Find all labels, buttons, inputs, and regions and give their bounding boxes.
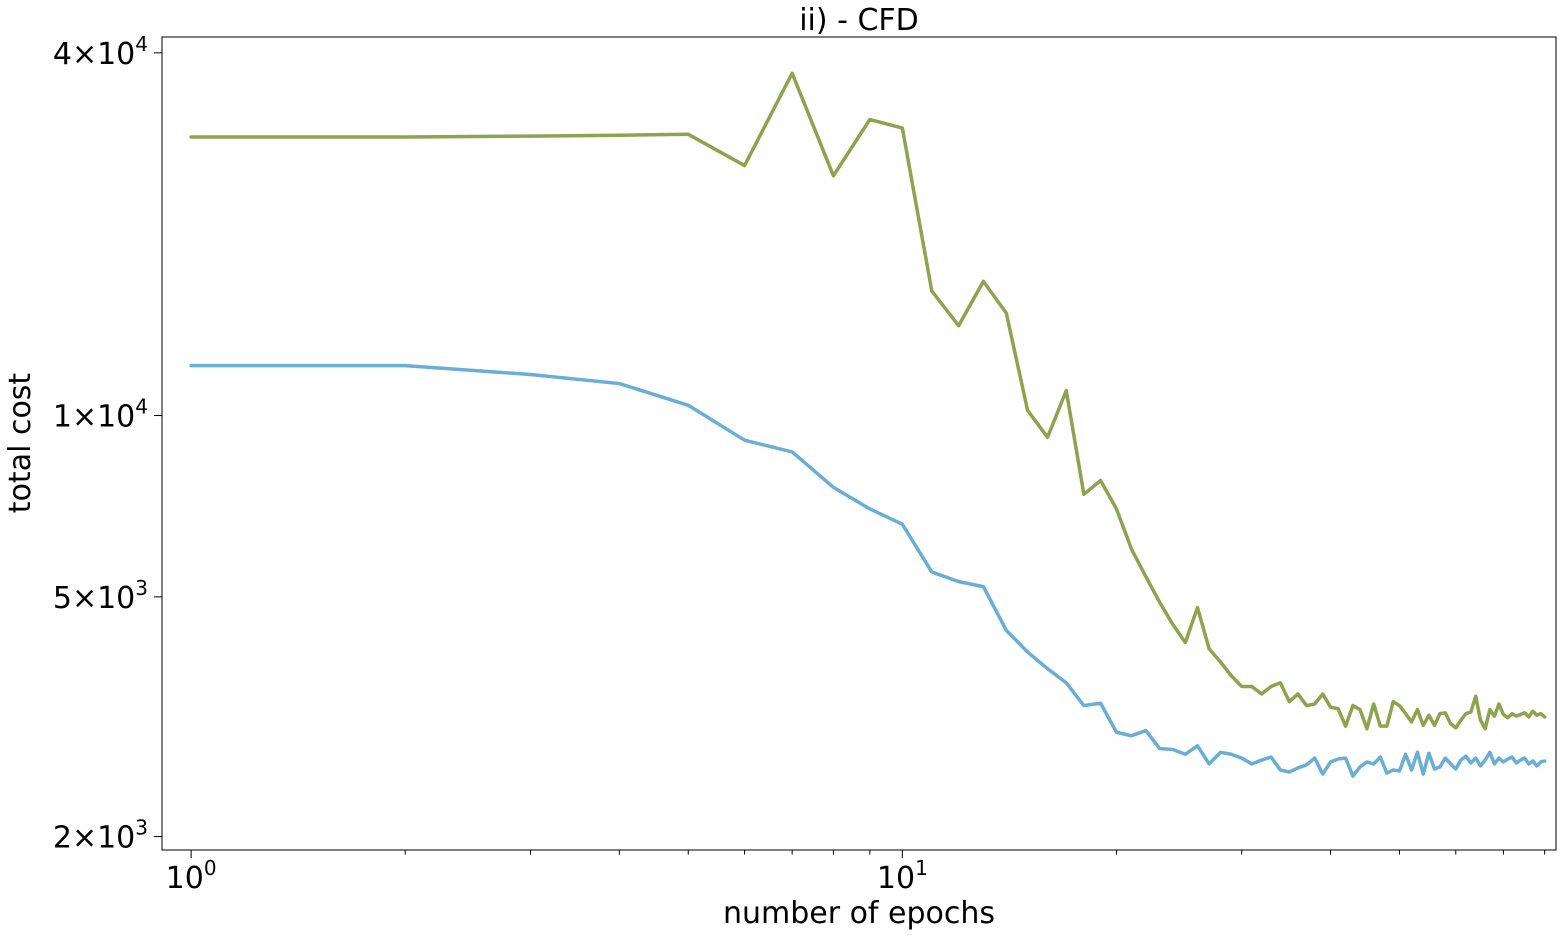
series-line-1 — [189, 71, 1547, 731]
x-tick-label: 101 — [877, 856, 928, 896]
chart-title: ii) - CFD — [799, 3, 919, 38]
y-tick-label: 1×104 — [53, 395, 148, 435]
ticks-layer: 100 101 4×104 1×104 5×103 2×103 — [53, 32, 1546, 896]
plot-frame — [161, 36, 1557, 851]
x-tick-label: 100 — [166, 856, 217, 896]
x-axis-label: number of epochs — [723, 896, 995, 931]
y-tick-label: 4×104 — [53, 32, 148, 72]
y-tick-label: 2×103 — [53, 816, 148, 856]
y-axis-label: total cost — [3, 373, 38, 514]
series-layer — [189, 71, 1547, 778]
y-tick-label: 5×103 — [53, 576, 148, 616]
series-line-2 — [189, 363, 1547, 778]
